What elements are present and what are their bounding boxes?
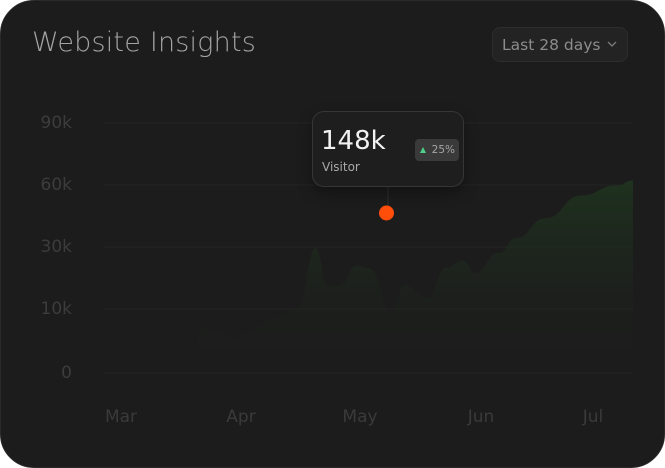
x-tick-label: May xyxy=(342,407,377,427)
y-tick-label: 0 xyxy=(61,363,72,383)
tooltip-value: 148k xyxy=(321,126,386,156)
tooltip-metric: Visitor xyxy=(322,160,360,174)
card-title: Website Insights xyxy=(32,27,257,58)
change-badge: 25% xyxy=(415,139,459,161)
visitors-area xyxy=(121,180,633,373)
tooltip: 148k Visitor 25% xyxy=(312,111,464,187)
highlight-point[interactable] xyxy=(379,205,394,221)
date-range-dropdown[interactable]: Last 28 days xyxy=(492,27,628,62)
x-tick-label: Mar xyxy=(105,407,137,427)
chevron-down-icon xyxy=(607,41,617,47)
y-tick-label: 90k xyxy=(41,113,73,133)
y-tick-label: 30k xyxy=(41,237,73,257)
x-tick-label: Apr xyxy=(226,407,255,427)
arrow-up-icon xyxy=(420,147,426,153)
y-tick-label: 10k xyxy=(41,299,73,319)
y-tick-label: 60k xyxy=(41,175,73,195)
x-tick-label: Jun xyxy=(467,407,495,427)
x-tick-label: Jul xyxy=(582,407,604,427)
change-value: 25% xyxy=(431,144,455,156)
date-range-label: Last 28 days xyxy=(502,35,601,54)
